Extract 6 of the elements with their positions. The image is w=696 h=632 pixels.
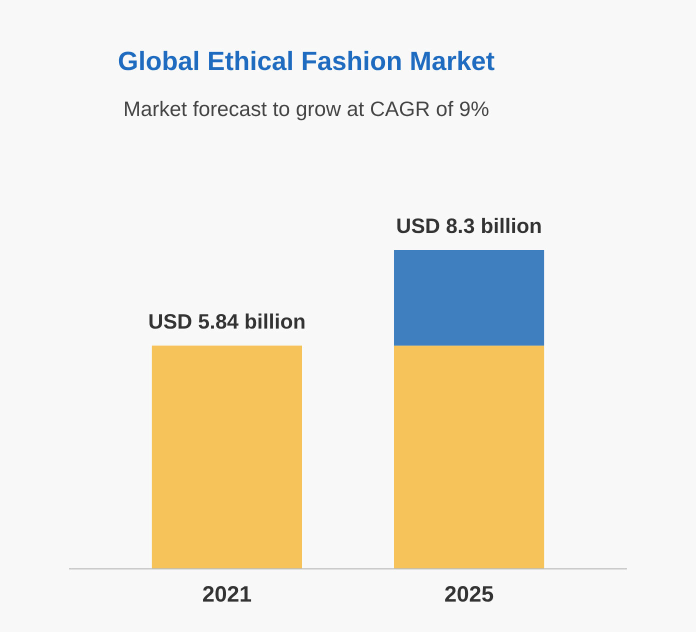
total-label: USD 5.84 billion <box>149 314 304 329</box>
total-label: USD 8.3 billion <box>397 218 541 234</box>
x-tick-label: 2025 <box>445 586 494 602</box>
x-tick-label: 2021 <box>203 586 252 602</box>
chart-subtitle: Market forecast to grow at CAGR of 9% <box>125 100 488 120</box>
chart-title: Global Ethical Fashion Market <box>118 50 494 70</box>
